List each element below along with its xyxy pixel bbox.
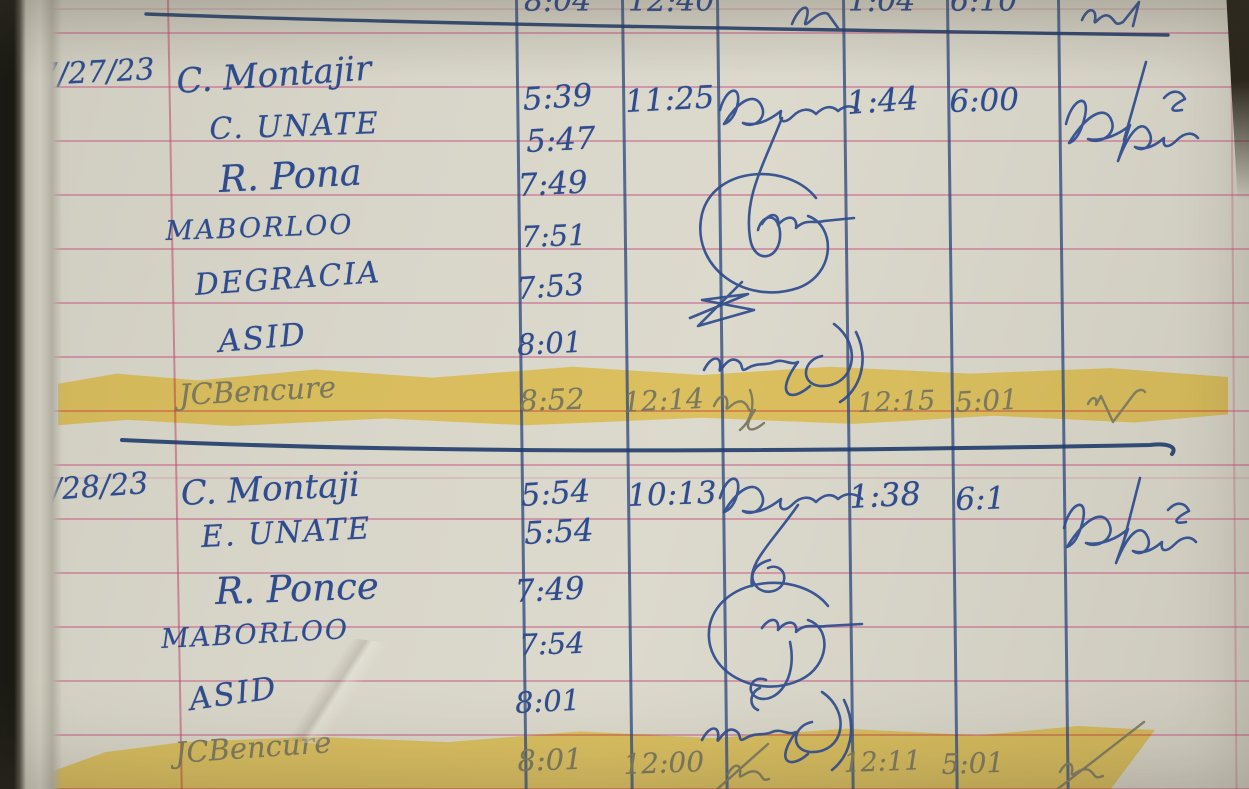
- ruled-line-double: [0, 477, 1249, 479]
- time-in-value: 5:54: [519, 473, 592, 514]
- highlight-row-jcbencure-1: [58, 366, 1228, 426]
- time-in-value: 7:49: [517, 164, 589, 204]
- paper-crease: [280, 630, 386, 752]
- entry-name: C. UNATE: [208, 106, 381, 147]
- break-out-value: 12:00: [622, 745, 705, 781]
- pencil-check-scribble-2: [1055, 720, 1146, 789]
- time-in-value: 8:01: [514, 682, 582, 720]
- pencil-check-scribble-1: [1086, 388, 1147, 424]
- ruled-line-top: [0, 8, 1249, 10]
- time-in-value: 8:01: [516, 741, 584, 778]
- time-out-value: 6:00: [948, 81, 1020, 120]
- break-out-value: 10:13: [626, 474, 718, 514]
- entry-name: MABORLOO: [164, 209, 355, 247]
- time-in-value: 7:51: [520, 217, 588, 254]
- time-out-value: 6:1: [954, 480, 1006, 518]
- pencil-scribble-sign-1: [712, 388, 766, 432]
- entry-name: ASID: [216, 316, 309, 360]
- signature-scribble-right-1b: [1122, 60, 1187, 142]
- divider-line-top: [144, 12, 1170, 37]
- break-in-value: 1:44: [845, 79, 920, 122]
- partial-time-cell: 1:04: [848, 0, 916, 19]
- pencil-scribble-sign-2: [715, 742, 771, 789]
- break-out-value: 12:14: [622, 381, 705, 419]
- break-in-value: 12:11: [842, 745, 922, 779]
- signature-scribble-asid-1b: [804, 322, 864, 404]
- time-out-value: 5:01: [954, 382, 1019, 419]
- break-in-value: 12:15: [856, 385, 936, 419]
- partial-time-cell: 6:10: [950, 0, 1018, 19]
- partial-time-cell: 8:04: [524, 0, 592, 19]
- signature-scribble-ponce-2: [707, 581, 830, 688]
- entry-name: R. Pona: [217, 150, 363, 201]
- binding-edge: [0, 0, 62, 789]
- signature-scribble-right-1: [1064, 99, 1200, 163]
- partial-scribble-top-1: [790, 6, 840, 30]
- signature-scribble-pona-1b: [760, 213, 856, 230]
- break-in-value: 1:38: [848, 474, 922, 516]
- time-in-value: 8:01: [516, 324, 584, 362]
- signature-scribble-pona-1: [699, 172, 830, 294]
- time-in-value: 8:52: [518, 381, 586, 418]
- time-in-value: 7:54: [518, 625, 586, 662]
- time-in-value: 5:39: [521, 77, 594, 118]
- signature-scribble-montajir-2: [718, 477, 864, 515]
- signature-scribble-ponce-2c: [749, 640, 793, 712]
- signature-scribble-right-2b: [1120, 476, 1191, 550]
- time-out-value: 5:01: [940, 745, 1005, 781]
- time-in-value: 5:47: [525, 120, 597, 160]
- signature-flourish-2: [750, 503, 800, 593]
- divider-line-middle: [120, 438, 1176, 456]
- time-in-value: 7:53: [515, 267, 586, 307]
- partial-scribble-top-2: [1080, 0, 1141, 28]
- break-out-value: 11:25: [624, 79, 716, 120]
- signature-scribble-degracia: [688, 280, 756, 328]
- entry-name: R. Ponce: [214, 564, 380, 613]
- time-in-value: 5:54: [523, 512, 595, 552]
- partial-time-cell: 12:40: [628, 0, 715, 19]
- signature-scribble-montajir-1: [718, 89, 860, 127]
- signature-flourish-1: [747, 116, 784, 258]
- signature-scribble-asid-2: [700, 690, 853, 772]
- time-in-value: 7:49: [514, 570, 586, 610]
- signature-scribble-asid-1: [702, 357, 812, 397]
- signature-scribble-ponce-2b: [760, 618, 864, 634]
